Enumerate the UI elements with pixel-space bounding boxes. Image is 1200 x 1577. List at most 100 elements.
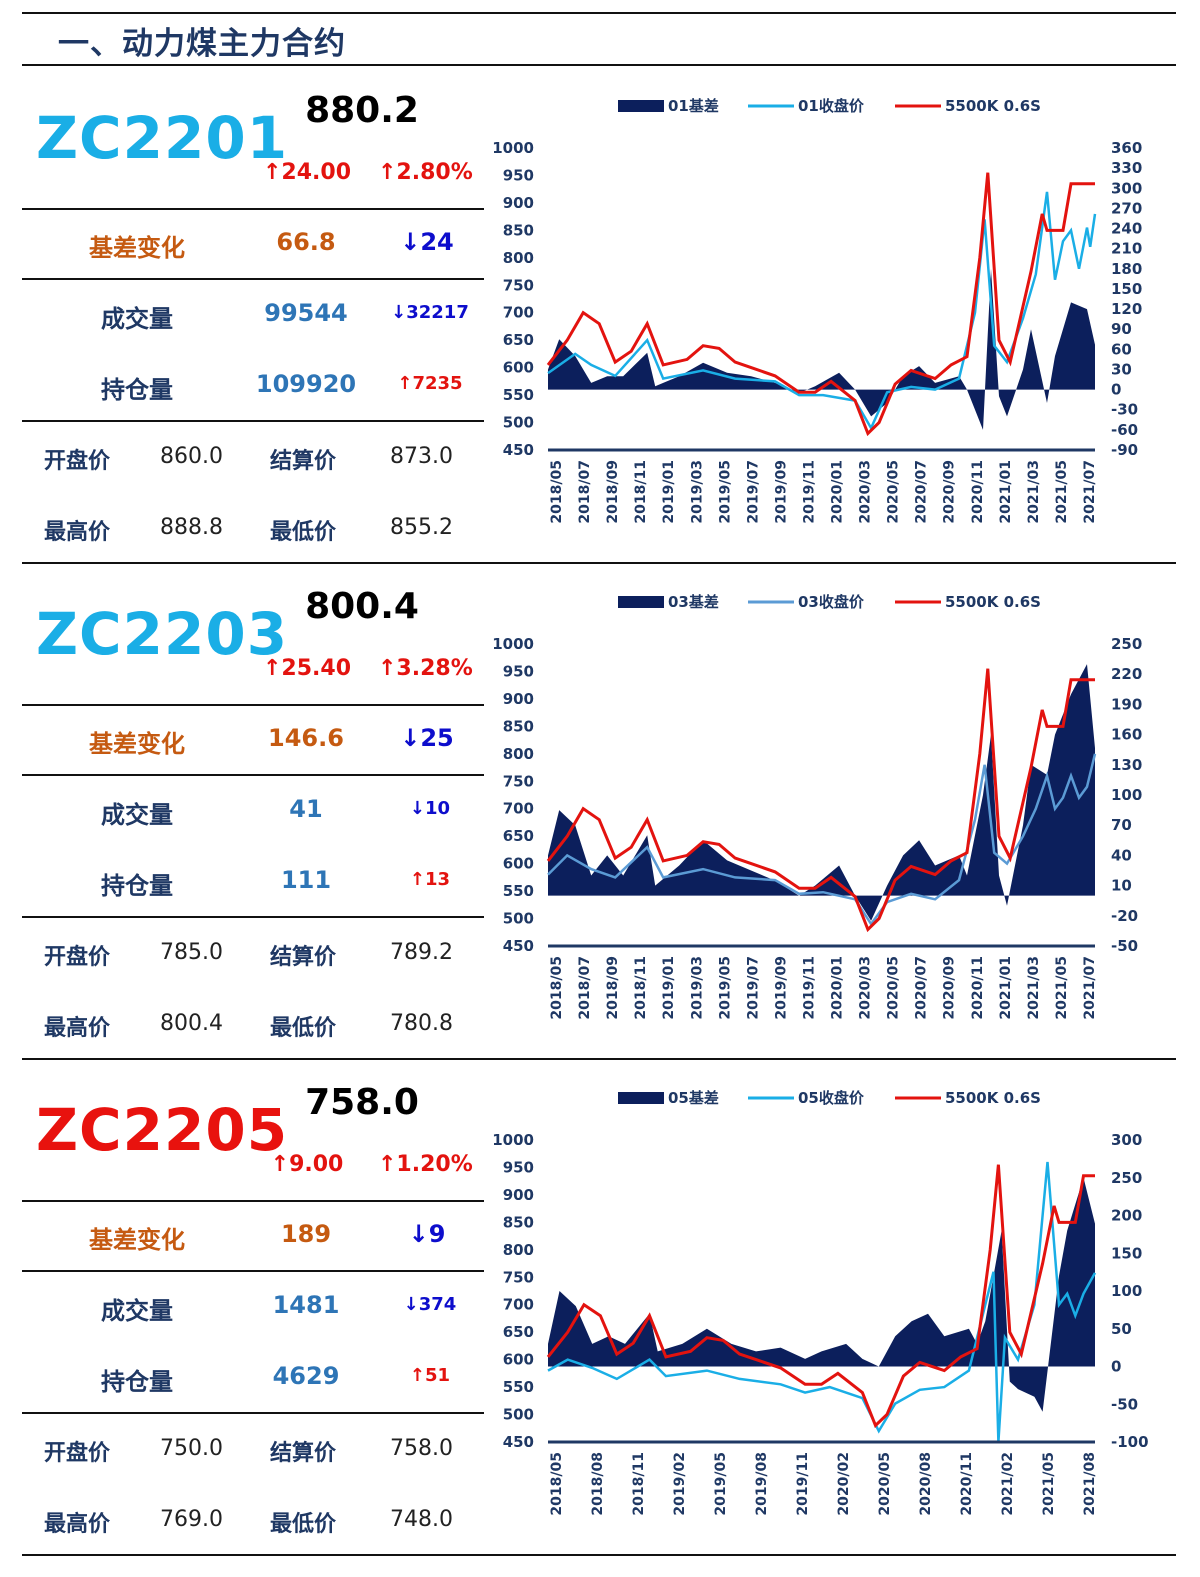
y-right-tick: 70: [1111, 816, 1132, 834]
basis-value: 66.8: [276, 228, 336, 256]
y-left-tick: 950: [503, 166, 534, 184]
y-left-tick: 1000: [492, 635, 534, 653]
low-value: 780.8: [390, 1011, 453, 1036]
y-right-tick: 270: [1111, 199, 1142, 217]
open-interest-delta: ↑51: [409, 1365, 451, 1386]
x-tick-label: 2020/03: [858, 956, 874, 1020]
y-right-tick: 150: [1111, 280, 1142, 298]
y-left-tick: 550: [503, 386, 534, 404]
basis-value: 189: [280, 1220, 332, 1248]
open-value: 785.0: [160, 940, 223, 965]
row-divider: [22, 1270, 484, 1272]
price-change: ↑25.40: [262, 656, 352, 681]
y-right-tick: 100: [1111, 1282, 1142, 1300]
y-left-tick: 450: [503, 441, 534, 459]
row-divider: [22, 1412, 484, 1414]
y-right-tick: 0: [1111, 1358, 1121, 1376]
y-left-tick: 800: [503, 249, 534, 267]
y-left-tick: 650: [503, 827, 534, 845]
y-right-tick: 240: [1111, 220, 1142, 238]
legend-label: 5500K 0.6S: [945, 593, 1041, 611]
low-label: 最低价: [270, 1016, 337, 1041]
high-label: 最高价: [44, 1512, 111, 1537]
y-right-tick: 210: [1111, 240, 1142, 258]
legend-label: 03收盘价: [798, 593, 865, 611]
volume-label: 成交量: [101, 801, 173, 829]
x-tick-label: 2020/05: [886, 460, 902, 524]
y-right-tick: 250: [1111, 635, 1142, 653]
x-tick-label: 2021/05: [1041, 1452, 1057, 1516]
y-right-tick: 120: [1111, 300, 1142, 318]
y-left-tick: 700: [503, 800, 534, 818]
y-right-tick: -90: [1111, 441, 1138, 459]
y-left-tick: 600: [503, 1351, 534, 1369]
x-tick-label: 2018/11: [631, 1452, 647, 1516]
y-left-tick: 450: [503, 1433, 534, 1451]
contract-code: ZC2205: [36, 1096, 289, 1164]
volume-label: 成交量: [101, 305, 173, 333]
y-left-tick: 500: [503, 414, 534, 432]
section-divider: [22, 1058, 1176, 1060]
y-left-tick: 800: [503, 1241, 534, 1259]
x-tick-label: 2019/11: [802, 460, 818, 524]
close-price-line: [547, 1161, 1097, 1443]
y-right-tick: 250: [1111, 1169, 1142, 1187]
x-tick-label: 2020/02: [836, 1452, 852, 1516]
y-right-tick: -100: [1111, 1433, 1149, 1451]
x-tick-label: 2021/05: [1054, 460, 1070, 524]
settle-label: 结算价: [270, 449, 337, 474]
x-tick-label: 2021/02: [1000, 1452, 1016, 1516]
x-tick-label: 2019/11: [795, 1452, 811, 1516]
contract-section: ZC2201 880.2 ↑24.00 ↑2.80% 基差变化 66.8 ↓24 成交量 995…: [0, 68, 1200, 564]
chart-svg: 03基差 03收盘价 5500K 0.6S 1000 950 900 850 800 750 70…: [492, 593, 1142, 1020]
volume-value: 99544: [264, 299, 348, 327]
open-interest-label: 持仓量: [101, 376, 173, 404]
y-left-tick: 900: [503, 690, 534, 708]
y-left-tick: 600: [503, 359, 534, 377]
y-left-tick: 1000: [492, 139, 534, 157]
legend-swatch: [618, 596, 664, 608]
y-left-tick: 750: [503, 772, 534, 790]
contract-code: ZC2203: [36, 600, 289, 668]
x-tick-label: 2021/03: [1026, 956, 1042, 1020]
x-tick-label: 2021/01: [998, 460, 1014, 524]
y-right-tick: 40: [1111, 846, 1132, 864]
contract-code: ZC2201: [36, 104, 289, 172]
y-left-tick: 550: [503, 882, 534, 900]
low-label: 最低价: [270, 520, 337, 545]
y-left-tick: 550: [503, 1378, 534, 1396]
y-right-tick: -50: [1111, 937, 1138, 955]
row-divider: [22, 916, 484, 918]
x-tick-label: 2019/09: [773, 956, 789, 1020]
x-tick-label: 2021/05: [1054, 956, 1070, 1020]
contract-section: ZC2205 758.0 ↑9.00 ↑1.20% 基差变化 189 ↓9 成交量 1481 ↓3…: [0, 1060, 1200, 1556]
x-tick-label: 2021/03: [1026, 460, 1042, 524]
y-right-tick: 220: [1111, 665, 1142, 683]
x-tick-label: 2019/09: [773, 460, 789, 524]
legend-swatch: [618, 100, 664, 112]
high-value: 800.4: [160, 1011, 223, 1036]
y-left-tick: 850: [503, 1213, 534, 1231]
page-title: 一、动力煤主力合约: [58, 26, 346, 62]
row-divider: [22, 704, 484, 706]
basis-change-label: 基差变化: [89, 730, 185, 758]
open-label: 开盘价: [44, 449, 111, 474]
open-interest-value: 109920: [255, 370, 357, 398]
y-right-tick: -50: [1111, 1395, 1138, 1413]
y-left-tick: 850: [503, 221, 534, 239]
low-value: 748.0: [390, 1507, 453, 1532]
x-tick-label: 2021/08: [1082, 1452, 1098, 1516]
row-divider: [22, 774, 484, 776]
y-right-tick: 60: [1111, 340, 1132, 358]
chart-svg: 05基差 05收盘价 5500K 0.6S100095090085080075070…: [492, 1089, 1149, 1516]
x-tick-label: 2020/05: [877, 1452, 893, 1516]
y-right-tick: 360: [1111, 139, 1142, 157]
basis-change-label: 基差变化: [89, 234, 185, 262]
basis-delta: ↓25: [400, 724, 454, 752]
volume-value: 41: [289, 795, 323, 823]
legend-label: 5500K 0.6S: [945, 97, 1041, 115]
basis-change-label: 基差变化: [89, 1226, 185, 1254]
spot-price-line: [546, 172, 1095, 437]
x-tick-label: 2019/01: [661, 956, 677, 1020]
volume-value: 1481: [272, 1291, 340, 1319]
